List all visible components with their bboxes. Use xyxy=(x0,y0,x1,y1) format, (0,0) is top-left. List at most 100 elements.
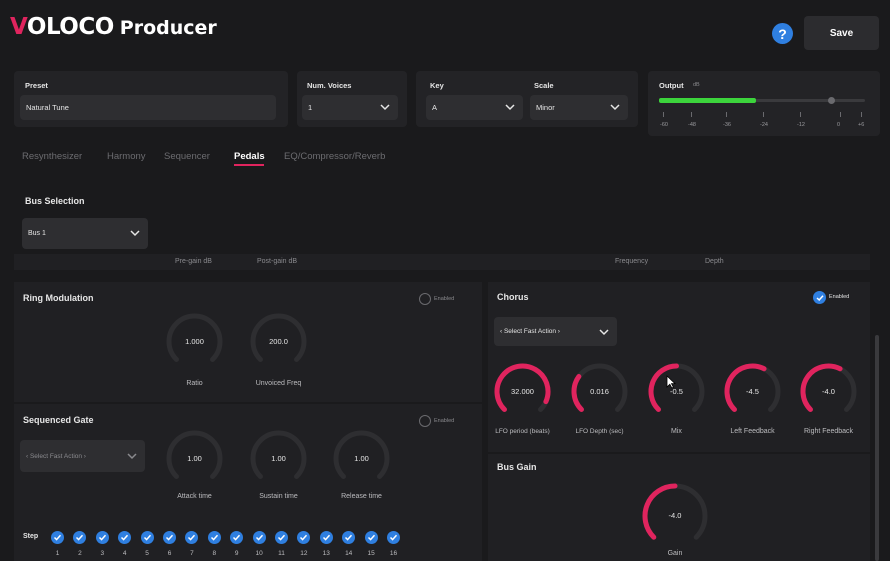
right-feedback-value: -4.0 xyxy=(822,387,835,396)
check-icon xyxy=(53,534,62,541)
output-unit: dB xyxy=(693,82,700,88)
meter-tick-mark xyxy=(663,112,664,117)
step-toggle[interactable] xyxy=(319,531,333,544)
step-toggle[interactable] xyxy=(185,531,199,544)
meter-tick-label: -12 xyxy=(797,122,805,128)
step-toggle[interactable] xyxy=(73,531,87,544)
bus-select[interactable]: Bus 1 xyxy=(22,218,148,249)
knob-dial xyxy=(250,430,307,480)
chorus-fast-action-value: ‹ Select Fast Action › xyxy=(500,328,560,335)
output-meter-track xyxy=(659,99,865,102)
output-panel xyxy=(648,71,880,136)
step-number: 6 xyxy=(167,550,172,557)
sequenced-gate-fast-action-select[interactable]: ‹ Select Fast Action › xyxy=(20,440,145,472)
check-icon xyxy=(389,534,398,541)
meter-tick-label: 0 xyxy=(837,122,841,128)
check-icon xyxy=(300,534,308,541)
tab-sequencer[interactable]: Sequencer xyxy=(164,151,210,162)
save-button[interactable]: Save xyxy=(804,16,879,50)
check-icon xyxy=(188,534,196,541)
release-time-value: 1.00 xyxy=(354,454,369,463)
help-button[interactable]: ? xyxy=(772,23,793,44)
step-toggle[interactable] xyxy=(297,531,311,544)
ratio-value: 1.000 xyxy=(185,337,204,346)
output-label: Output xyxy=(659,81,684,90)
meter-tick-mark xyxy=(726,112,727,117)
step-toggle[interactable] xyxy=(230,531,244,544)
meter-tick-label: -24 xyxy=(760,122,768,128)
voices-select[interactable]: 1 xyxy=(302,95,398,120)
sustain-time-knob[interactable]: 1.00 xyxy=(250,430,307,487)
check-icon xyxy=(143,534,151,541)
step-toggle[interactable] xyxy=(342,531,356,544)
scale-select[interactable]: Minor xyxy=(530,95,628,120)
knob-track xyxy=(166,430,223,480)
check-icon xyxy=(76,534,84,541)
chorus-title: Chorus xyxy=(497,292,529,302)
check-icon xyxy=(165,534,174,541)
check-icon xyxy=(367,534,375,541)
preset-label: Preset xyxy=(25,81,48,90)
right-feedback-knob[interactable]: -4.0 xyxy=(800,363,857,420)
preset-field[interactable]: Natural Tune xyxy=(20,95,276,120)
ring-modulation-title: Ring Modulation xyxy=(23,293,94,303)
step-toggle[interactable] xyxy=(275,531,288,544)
output-slider-handle[interactable] xyxy=(828,97,835,104)
attack-time-knob[interactable]: 1.00 xyxy=(166,430,223,487)
step-toggle[interactable] xyxy=(118,531,132,544)
scrollbar[interactable] xyxy=(875,335,879,561)
chevron-down-icon xyxy=(610,104,620,111)
key-label: Key xyxy=(430,81,444,90)
step-toggle[interactable] xyxy=(387,531,400,544)
step-toggle[interactable] xyxy=(51,531,64,544)
meter-tick-mark xyxy=(800,112,801,117)
check-icon xyxy=(322,534,330,541)
step-toggle[interactable] xyxy=(163,531,176,544)
app-title: Producer xyxy=(119,17,217,39)
check-icon xyxy=(815,294,824,301)
release-time-label: Release time xyxy=(341,493,382,500)
step-toggle[interactable] xyxy=(252,531,266,544)
ring-modulation-enabled-label: Enabled xyxy=(434,296,455,302)
tab-harmony[interactable]: Harmony xyxy=(107,151,146,162)
sequenced-gate-enabled-toggle[interactable] xyxy=(419,415,431,427)
lfo-period-knob[interactable]: 32.000 xyxy=(494,363,551,420)
knob-dial xyxy=(250,313,307,363)
sequenced-gate-enabled-label: Enabled xyxy=(434,418,455,424)
unvoiced-freq-knob[interactable]: 200.0 xyxy=(250,313,307,370)
step-toggle[interactable] xyxy=(140,531,154,544)
key-select[interactable]: A xyxy=(426,95,523,120)
tab-resynthesizer[interactable]: Resynthesizer xyxy=(22,151,83,162)
bus-value: Bus 1 xyxy=(28,230,46,237)
step-toggle[interactable] xyxy=(364,531,378,544)
chorus-fast-action-select[interactable]: ‹ Select Fast Action › xyxy=(494,317,617,346)
tab-eq-compressor-reverb[interactable]: EQ/Compressor/Reverb xyxy=(284,151,386,162)
attack-time-label: Attack time xyxy=(177,493,212,500)
ratio-knob[interactable]: 1.000 xyxy=(166,313,223,370)
release-time-knob[interactable]: 1.00 xyxy=(333,430,390,487)
sustain-time-value: 1.00 xyxy=(271,454,286,463)
knob-value-arc xyxy=(642,483,678,540)
meter-tick-label: -36 xyxy=(723,122,731,128)
lfo-period-value: 32.000 xyxy=(511,387,534,396)
left-feedback-knob[interactable]: -4.5 xyxy=(724,363,781,420)
post-gain-label: Post-gain dB xyxy=(257,258,298,265)
chorus-enabled-checkbox[interactable] xyxy=(813,291,826,304)
step-number: 5 xyxy=(145,550,149,557)
tab-pedals[interactable]: Pedals xyxy=(234,151,265,162)
lfo-depth-value: 0.016 xyxy=(590,387,609,396)
gain-knob[interactable]: -4.0 xyxy=(642,483,708,549)
mix-knob[interactable]: -0.5 xyxy=(648,363,705,420)
lfo-depth-knob[interactable]: 0.016 xyxy=(571,363,628,420)
step-number: 11 xyxy=(278,550,285,557)
knob-dial xyxy=(642,483,708,540)
chorus-enabled-label: Enabled xyxy=(829,294,850,300)
step-number: 1 xyxy=(55,550,60,557)
bus-gain-title: Bus Gain xyxy=(497,462,537,472)
left-feedback-value: -4.5 xyxy=(746,387,759,396)
gain-value: -4.0 xyxy=(668,511,682,520)
step-toggle[interactable] xyxy=(95,531,109,544)
ring-modulation-enabled-toggle[interactable] xyxy=(419,293,431,305)
step-toggle[interactable] xyxy=(207,531,221,544)
logo-wordmark: VOLOCO xyxy=(10,14,114,40)
